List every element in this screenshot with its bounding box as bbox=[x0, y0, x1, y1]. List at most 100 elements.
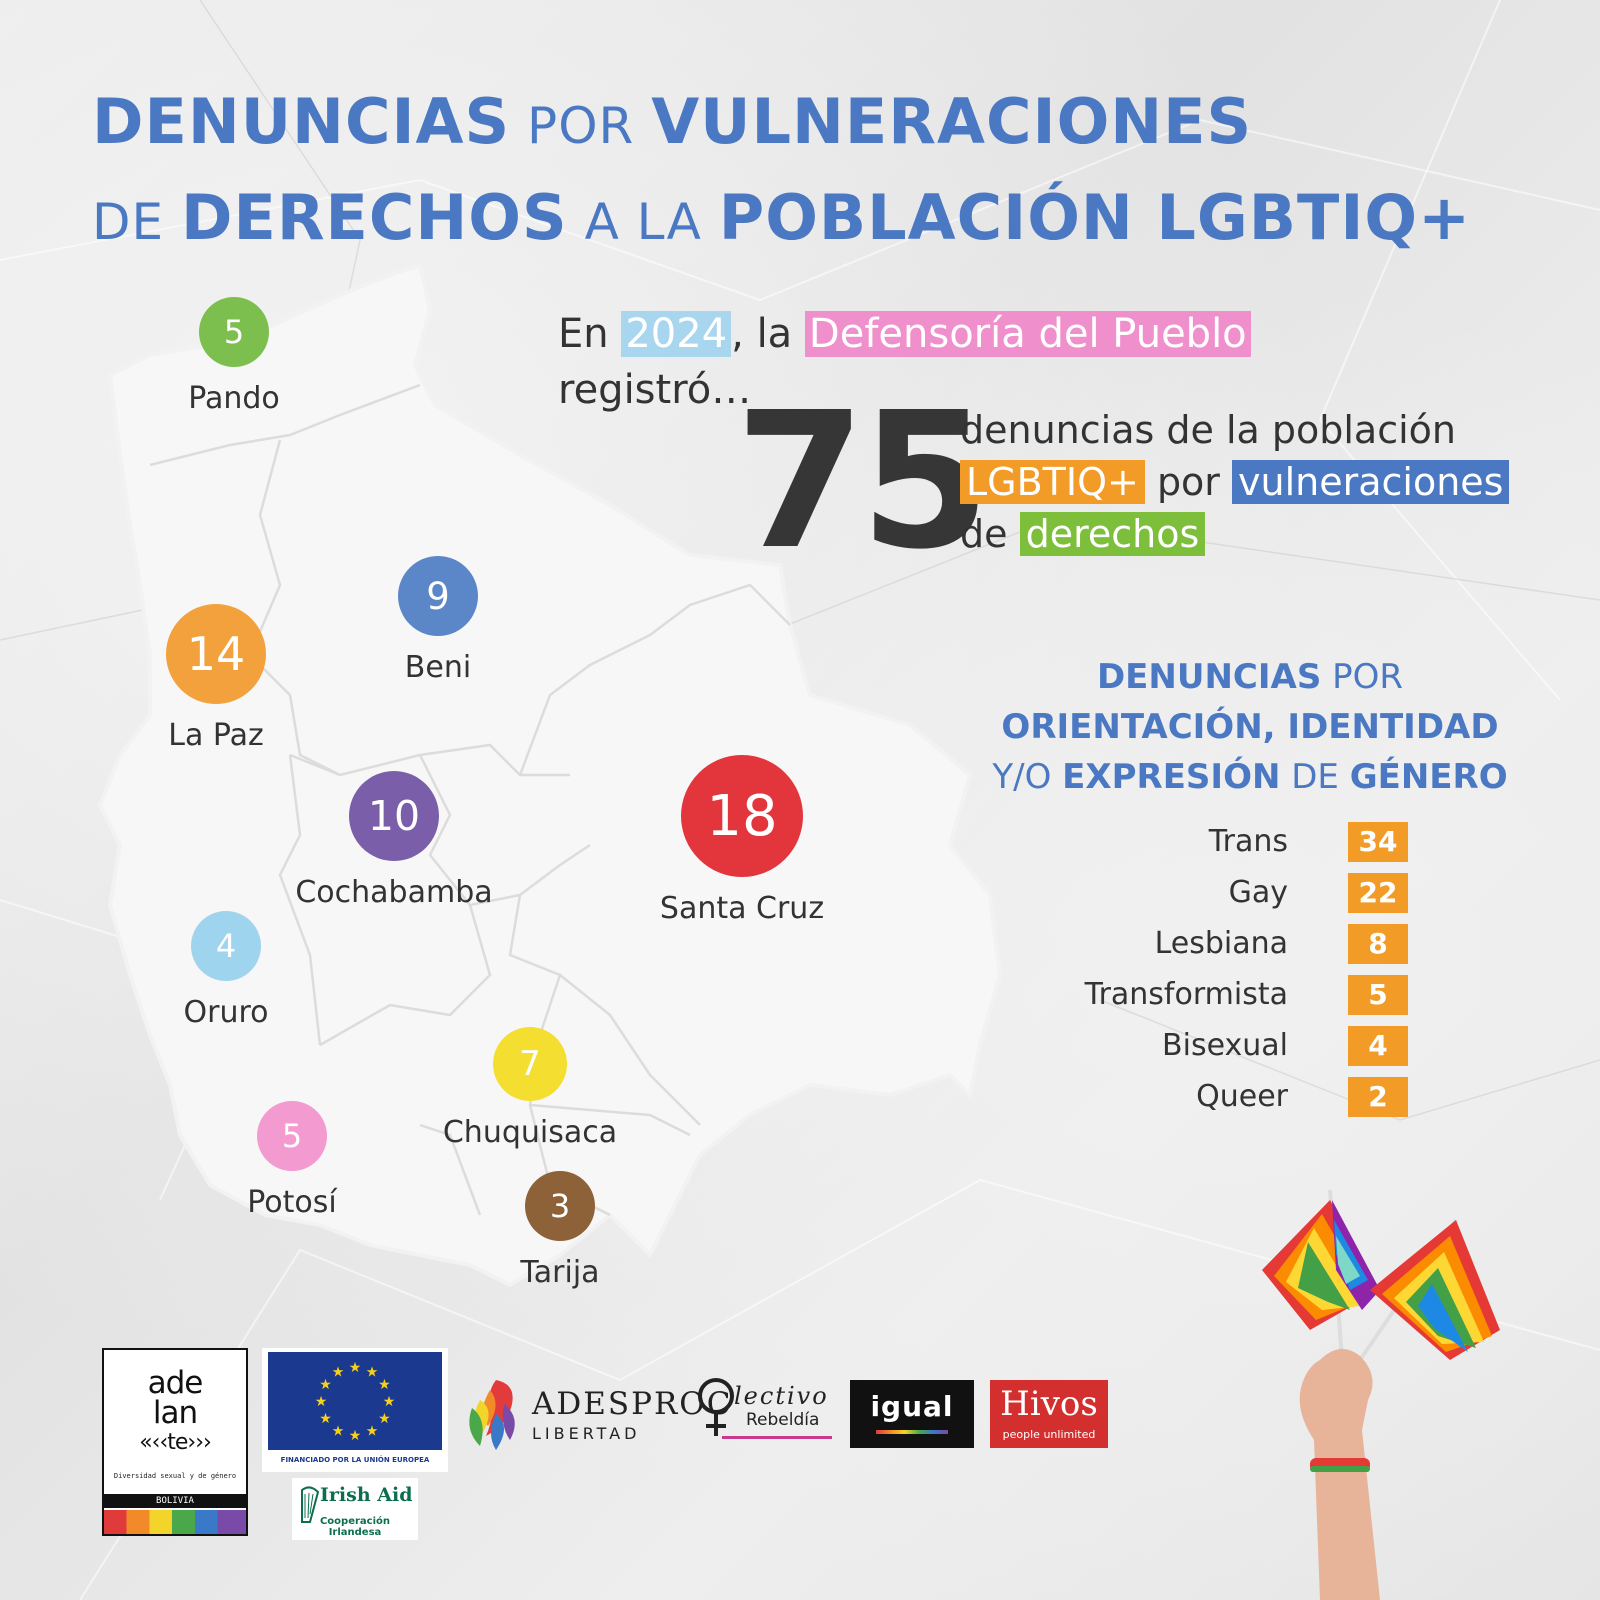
intro-year: 2024 bbox=[621, 311, 732, 357]
eu-star-icon: ★ bbox=[315, 1394, 328, 1410]
category-label: Lesbiana bbox=[1154, 926, 1288, 961]
colectivo-underline bbox=[722, 1436, 832, 1439]
irish-aid-name: Irish Aid bbox=[320, 1484, 413, 1506]
adelante-l3: «‹‹te››› bbox=[139, 1430, 212, 1455]
category-row: Bisexual 4 bbox=[1000, 1026, 1408, 1066]
eu-star-icon: ★ bbox=[378, 1411, 391, 1427]
department-count: 5 bbox=[199, 297, 269, 367]
total-number: 75 bbox=[735, 372, 991, 591]
intro-en: En bbox=[558, 311, 609, 357]
category-label: Trans bbox=[1208, 824, 1288, 859]
department-marker: 3 Tarija bbox=[450, 1171, 670, 1290]
department-name: Santa Cruz bbox=[659, 891, 825, 926]
bolivia-map bbox=[97, 262, 1003, 1288]
female-symbol-icon bbox=[698, 1378, 734, 1436]
tag-lgbt: LGBTIQ+ bbox=[960, 460, 1145, 504]
title-word: DENUNCIAS bbox=[92, 85, 511, 158]
department-marker: 14 La Paz bbox=[106, 604, 326, 753]
intro-la: , la bbox=[731, 311, 793, 357]
eu-star-icon: ★ bbox=[319, 1377, 332, 1393]
category-label: Transformista bbox=[1084, 977, 1288, 1012]
hivos-name: Hivos bbox=[1000, 1384, 1098, 1424]
department-count: 18 bbox=[681, 755, 803, 877]
category-subtitle: DENUNCIAS POR ORIENTACIÓN, IDENTIDAD Y/O… bbox=[990, 652, 1510, 802]
category-row: Trans 34 bbox=[1000, 822, 1408, 862]
pride-flag-left bbox=[1262, 1200, 1380, 1330]
department-count: 7 bbox=[493, 1027, 567, 1101]
department-name: Potosí bbox=[247, 1185, 337, 1220]
hivos-sub: people unlimited bbox=[1002, 1428, 1096, 1441]
adelante-rainbow-strip bbox=[104, 1510, 246, 1534]
category-value: 2 bbox=[1348, 1077, 1408, 1117]
title-line-1: DENUNCIAS POR VULNERACIONES bbox=[92, 82, 1471, 178]
eu-star-icon: ★ bbox=[383, 1394, 396, 1410]
department-name: La Paz bbox=[168, 718, 264, 753]
department-marker: 7 Chuquisaca bbox=[420, 1027, 640, 1150]
eu-star-icon: ★ bbox=[349, 1428, 362, 1444]
adelante-l1: ade bbox=[147, 1365, 204, 1401]
category-value: 8 bbox=[1348, 924, 1408, 964]
irish-aid-sub: Cooperación Irlandesa bbox=[319, 1516, 391, 1538]
category-value: 22 bbox=[1348, 873, 1408, 913]
subtitle-word: Y/O bbox=[992, 757, 1063, 797]
eu-star-icon: ★ bbox=[332, 1423, 345, 1439]
department-marker: 4 Oruro bbox=[116, 911, 336, 1030]
department-name: Beni bbox=[404, 650, 472, 685]
title-word: POR bbox=[510, 97, 652, 155]
department-count: 10 bbox=[349, 771, 439, 861]
total-de: de bbox=[960, 512, 1008, 556]
department-marker: 9 Beni bbox=[328, 556, 548, 685]
department-marker: 10 Cochabamba bbox=[284, 771, 504, 910]
department-name: Tarija bbox=[520, 1255, 600, 1290]
adesproc-logo: ADESPROC LIBERTAD bbox=[466, 1374, 730, 1452]
intro-institution: Defensoría del Pueblo bbox=[804, 311, 1251, 357]
category-value: 4 bbox=[1348, 1026, 1408, 1066]
title-word: POBLACIÓN LGBTIQ+ bbox=[718, 181, 1472, 254]
title-word: VULNERACIONES bbox=[651, 85, 1253, 158]
title-word: A LA bbox=[567, 193, 719, 251]
tag-derechos: derechos bbox=[1019, 512, 1206, 556]
department-marker: 5 Potosí bbox=[182, 1101, 402, 1220]
wristband-stripe bbox=[1310, 1466, 1370, 1472]
title-word: DE bbox=[92, 193, 181, 251]
department-name: Chuquisaca bbox=[442, 1115, 618, 1150]
total-line1: denuncias de la población bbox=[960, 408, 1456, 452]
department-count: 3 bbox=[525, 1171, 595, 1241]
colectivo-sub: Rebeldía bbox=[746, 1410, 820, 1430]
igual-logo: igual bbox=[850, 1380, 974, 1448]
adelante-logo: ade lan «‹‹te››› Diversidad sexual y de … bbox=[102, 1348, 248, 1536]
category-label: Queer bbox=[1196, 1079, 1288, 1114]
eu-caption: FINANCIADO POR LA UNIÓN EUROPEA bbox=[280, 1456, 430, 1464]
subtitle-word: DE bbox=[1280, 757, 1350, 797]
eu-star-icon: ★ bbox=[366, 1365, 379, 1381]
category-row: Transformista 5 bbox=[1000, 975, 1408, 1015]
subtitle-word: POR bbox=[1321, 657, 1404, 697]
adelante-tagline: Diversidad sexual y de género bbox=[113, 1472, 237, 1480]
eu-flag-logo: ★ ★ ★ ★ ★ ★ ★ ★ ★ ★ ★ ★ FINANCIADO POR LA UNIÓN EUR… bbox=[262, 1348, 448, 1472]
igual-rainbow-line bbox=[876, 1430, 948, 1434]
department-count: 4 bbox=[191, 911, 261, 981]
pride-flag-mid bbox=[1332, 1200, 1380, 1310]
eu-star-icon: ★ bbox=[349, 1360, 362, 1376]
adesproc-name: ADESPROC bbox=[532, 1386, 733, 1422]
category-value: 34 bbox=[1348, 822, 1408, 862]
category-label: Gay bbox=[1228, 875, 1288, 910]
intro-registro: registró… bbox=[558, 367, 752, 413]
department-name: Cochabamba bbox=[295, 875, 493, 910]
adelante-l2: lan bbox=[152, 1395, 198, 1431]
category-row: Gay 22 bbox=[1000, 873, 1408, 913]
eu-star-icon: ★ bbox=[366, 1423, 379, 1439]
title-word: DERECHOS bbox=[181, 181, 568, 254]
department-name: Oruro bbox=[183, 995, 269, 1030]
rainbow-bird-icon bbox=[469, 1380, 515, 1450]
adesproc-sub: LIBERTAD bbox=[532, 1424, 641, 1443]
main-title: DENUNCIAS POR VULNERACIONES DE DERECHOS … bbox=[92, 82, 1471, 274]
eu-star-icon: ★ bbox=[319, 1411, 332, 1427]
colectivo-rebeldia-logo: lectivo Rebeldía bbox=[694, 1372, 834, 1450]
subtitle-word: EXPRESIÓN bbox=[1062, 757, 1281, 797]
irish-aid-logo: Irish Aid Cooperación Irlandesa bbox=[292, 1478, 418, 1540]
category-row: Lesbiana 8 bbox=[1000, 924, 1408, 964]
category-value: 5 bbox=[1348, 975, 1408, 1015]
hivos-logo: Hivos people unlimited bbox=[990, 1380, 1108, 1448]
department-count: 5 bbox=[257, 1101, 327, 1171]
